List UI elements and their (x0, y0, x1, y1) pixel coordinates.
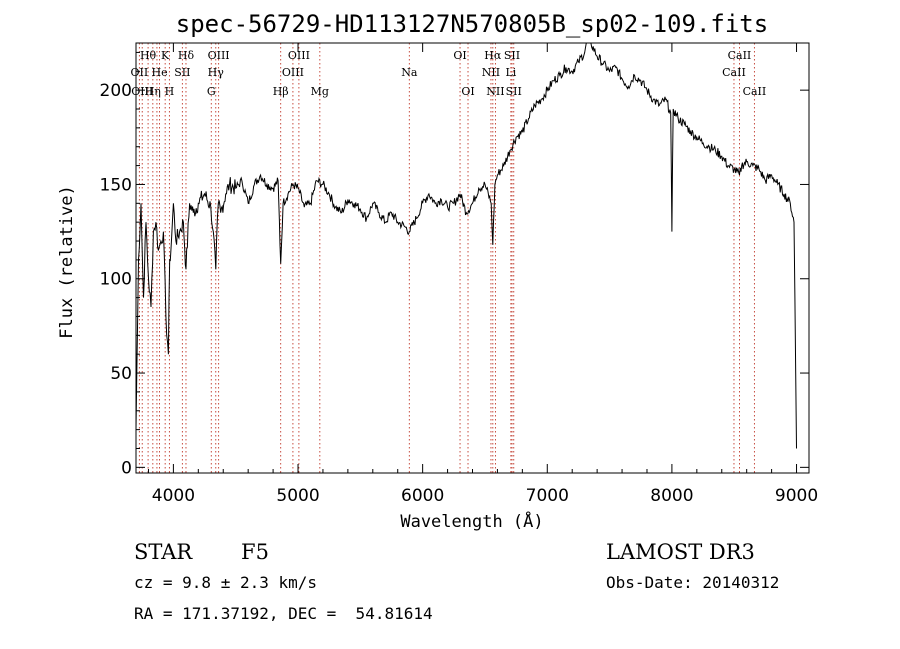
line-label: CaII (728, 49, 752, 62)
line-label: Hγ (208, 66, 225, 79)
line-label: Hα (484, 49, 502, 62)
line-markers (138, 43, 755, 473)
spectrum-series (135, 42, 797, 449)
line-label: K (161, 49, 170, 62)
line-label: Hη (145, 85, 161, 98)
line-label: OI (461, 85, 474, 98)
spectrum-line (135, 42, 797, 449)
line-label: H (165, 85, 175, 98)
chart-title: spec-56729-HD113127N570805B_sp02-109.fit… (176, 10, 768, 38)
line-label: SII (174, 66, 190, 79)
line-label: CaII (743, 85, 767, 98)
coordinates-text: RA = 171.37192, DEC = 54.81614 (134, 604, 433, 623)
x-tick-label: 5000 (276, 486, 319, 506)
line-label: Hδ (178, 49, 195, 62)
line-label: OIII (208, 49, 230, 62)
y-tick-label: 50 (110, 364, 132, 384)
line-label: SII (504, 49, 520, 62)
obs-date-text: Obs-Date: 20140312 (606, 573, 779, 592)
x-tick-label: 8000 (650, 486, 693, 506)
line-label: NII (482, 66, 500, 79)
plot-frame (135, 42, 810, 474)
line-label: Hθ (140, 49, 157, 62)
line-label: CaII (722, 66, 746, 79)
line-label: OIII (282, 66, 304, 79)
y-axis-label: Flux (relative) (57, 185, 77, 339)
line-label: Mg (311, 85, 329, 98)
line-label: SII (506, 85, 522, 98)
line-label: Hβ (273, 85, 289, 98)
y-tick-label: 100 (100, 270, 132, 290)
redshift-text: cz = 9.8 ± 2.3 km/s (134, 573, 317, 592)
x-tick-label: 7000 (526, 486, 569, 506)
line-label: Li (505, 66, 516, 79)
line-label: G (207, 85, 216, 98)
y-tick-label: 200 (100, 81, 132, 101)
object-class: STAR (134, 540, 193, 564)
y-tick-label: 0 (121, 458, 132, 478)
survey-name: LAMOST DR3 (606, 540, 755, 564)
y-axis: 0 50 100 150 200 (100, 51, 809, 478)
x-tick-label: 4000 (152, 486, 195, 506)
x-tick-label: 9000 (775, 486, 818, 506)
line-label: Na (401, 66, 418, 79)
line-label: NII (486, 85, 504, 98)
line-label: OIII (131, 85, 153, 98)
x-tick-label: 6000 (401, 486, 444, 506)
line-label: He (152, 66, 168, 79)
x-axis: 4000 5000 6000 7000 8000 9000 (147, 43, 818, 506)
object-subclass: F5 (241, 540, 269, 564)
line-label: OIII (288, 49, 310, 62)
x-axis-label: Wavelength (Å) (400, 510, 543, 532)
line-label: OII (131, 66, 149, 79)
line-label: OI (453, 49, 466, 62)
y-tick-label: 150 (100, 175, 132, 195)
